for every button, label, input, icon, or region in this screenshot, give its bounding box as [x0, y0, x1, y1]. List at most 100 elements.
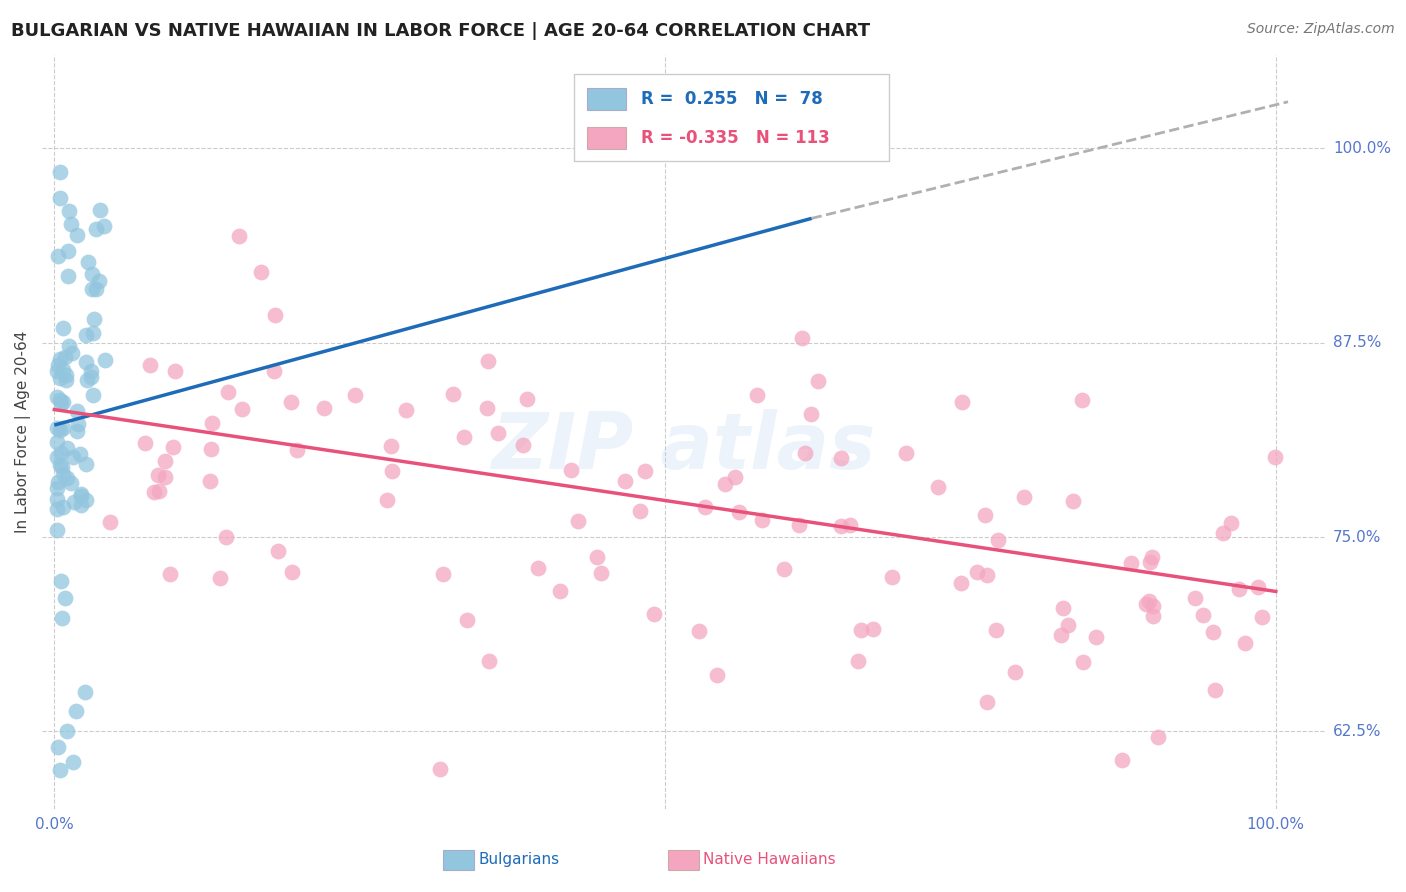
- Point: [45, 450, 67, 464]
- Point: [62, 450, 84, 465]
- Point: [69, 487, 91, 501]
- Point: [49, 352, 72, 367]
- Point: [807, 374, 830, 388]
- Point: [215, 530, 238, 544]
- Point: [896, 445, 918, 459]
- Point: [773, 562, 796, 576]
- Point: [231, 401, 253, 416]
- Point: [280, 394, 302, 409]
- Point: [80, 282, 103, 296]
- Point: [634, 464, 657, 478]
- Point: [52, 500, 75, 515]
- Text: BULGARIAN VS NATIVE HAWAIIAN IN LABOR FORCE | AGE 20-64 CORRELATION CHART: BULGARIAN VS NATIVE HAWAIIAN IN LABOR FO…: [11, 22, 870, 40]
- Point: [714, 477, 737, 491]
- Point: [52, 467, 75, 481]
- Point: [830, 450, 852, 465]
- Point: [56, 244, 79, 258]
- Point: [381, 464, 404, 478]
- Point: [55, 470, 77, 484]
- Point: [516, 392, 538, 406]
- Point: [62, 756, 84, 770]
- Point: [984, 624, 1007, 638]
- Point: [456, 613, 478, 627]
- Point: [55, 368, 77, 382]
- Point: [628, 504, 651, 518]
- Point: [45, 501, 67, 516]
- Point: [46, 434, 69, 449]
- Point: [1139, 555, 1161, 569]
- Point: [58, 203, 80, 218]
- Point: [1057, 618, 1080, 632]
- Point: [453, 430, 475, 444]
- Point: [344, 388, 367, 402]
- Point: [1227, 582, 1250, 597]
- Point: [1119, 557, 1142, 571]
- Point: [45, 421, 67, 435]
- Point: [263, 364, 285, 378]
- Point: [1140, 550, 1163, 565]
- Text: 100.0%: 100.0%: [1333, 141, 1391, 156]
- Point: [58, 339, 80, 353]
- Point: [89, 202, 111, 217]
- Point: [560, 463, 582, 477]
- Point: [1004, 665, 1026, 679]
- Point: [53, 591, 76, 605]
- Point: [1142, 609, 1164, 624]
- Point: [375, 493, 398, 508]
- Point: [1062, 494, 1084, 508]
- Point: [138, 359, 160, 373]
- Point: [987, 533, 1010, 547]
- Point: [52, 395, 75, 409]
- Point: [142, 484, 165, 499]
- Point: [51, 459, 73, 474]
- Point: [48, 423, 70, 437]
- Point: [976, 567, 998, 582]
- Point: [82, 326, 104, 340]
- Point: [49, 191, 72, 205]
- Point: [75, 457, 97, 471]
- Point: [1219, 516, 1241, 530]
- Point: [77, 255, 100, 269]
- Point: [75, 493, 97, 508]
- Point: [55, 373, 77, 387]
- Point: [76, 328, 98, 343]
- Point: [82, 388, 104, 402]
- Point: [45, 523, 67, 537]
- Point: [1251, 609, 1274, 624]
- Point: [1111, 753, 1133, 767]
- Point: [83, 312, 105, 326]
- Point: [65, 704, 87, 718]
- Point: [159, 567, 181, 582]
- Point: [264, 308, 287, 322]
- Point: [49, 370, 72, 384]
- Point: [87, 274, 110, 288]
- Point: [69, 498, 91, 512]
- Text: 0.0%: 0.0%: [35, 817, 73, 832]
- Point: [73, 685, 96, 699]
- Point: [69, 447, 91, 461]
- Point: [966, 565, 988, 579]
- Point: [79, 364, 101, 378]
- Point: [153, 453, 176, 467]
- Point: [1233, 636, 1256, 650]
- Text: Bulgarians: Bulgarians: [478, 853, 560, 867]
- Point: [1202, 624, 1225, 639]
- Point: [976, 695, 998, 709]
- FancyBboxPatch shape: [588, 127, 626, 149]
- Point: [1137, 593, 1160, 607]
- Point: [200, 442, 222, 456]
- Point: [75, 355, 97, 369]
- Point: [52, 421, 75, 435]
- Point: [55, 350, 77, 364]
- Point: [63, 495, 86, 509]
- Point: [148, 484, 170, 499]
- Point: [380, 440, 402, 454]
- Point: [80, 267, 103, 281]
- Point: [1212, 525, 1234, 540]
- Text: 87.5%: 87.5%: [1333, 335, 1381, 351]
- Point: [52, 362, 75, 376]
- Point: [49, 574, 72, 589]
- Point: [1071, 655, 1094, 669]
- Point: [49, 446, 72, 460]
- Point: [751, 513, 773, 527]
